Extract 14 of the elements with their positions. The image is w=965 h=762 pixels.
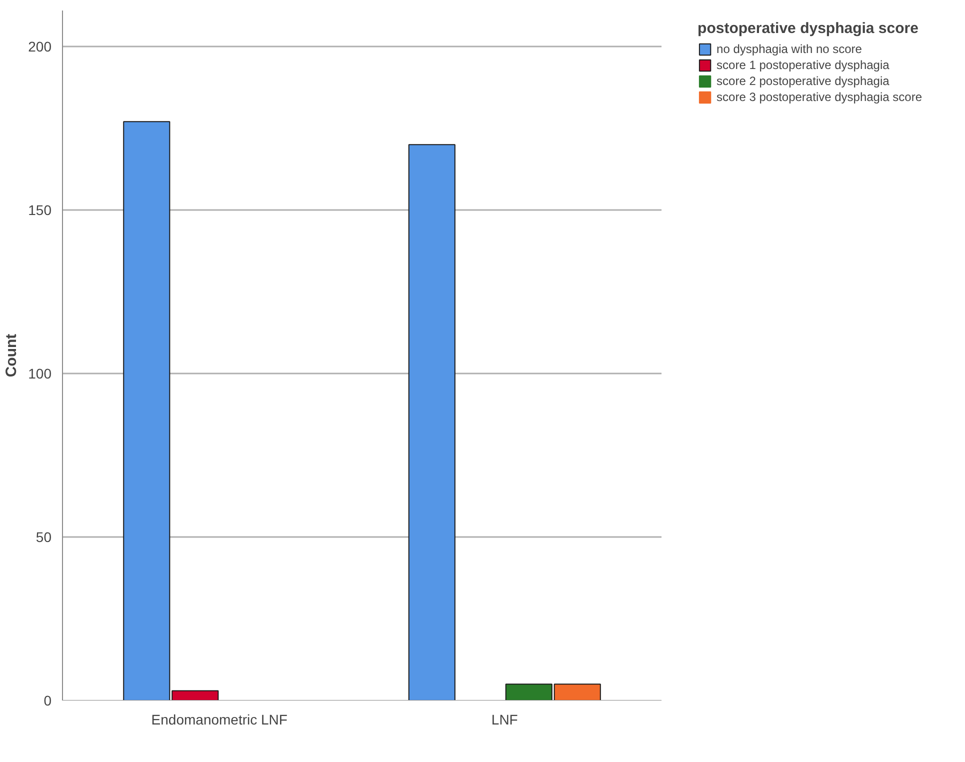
y-tick-label: 200 [28,38,52,54]
y-tick-label: 0 [44,692,52,708]
legend-label: score 1 postoperative dysphagia [716,58,890,72]
legend-label: score 2 postoperative dysphagia [716,74,890,88]
legend-label: no dysphagia with no score [716,42,862,56]
bar [408,144,456,700]
y-tick-label: 50 [36,528,52,545]
x-tick-label: Endomanometric LNF [151,712,288,728]
y-axis-title: Count [3,334,20,378]
x-tick-label: LNF [491,712,518,728]
y-tick-label: 100 [28,365,52,382]
legend-label: score 3 postoperative dysphagia score [716,90,922,104]
legend-title: postoperative dysphagia score [698,20,920,37]
y-tick-label: 150 [28,202,52,218]
